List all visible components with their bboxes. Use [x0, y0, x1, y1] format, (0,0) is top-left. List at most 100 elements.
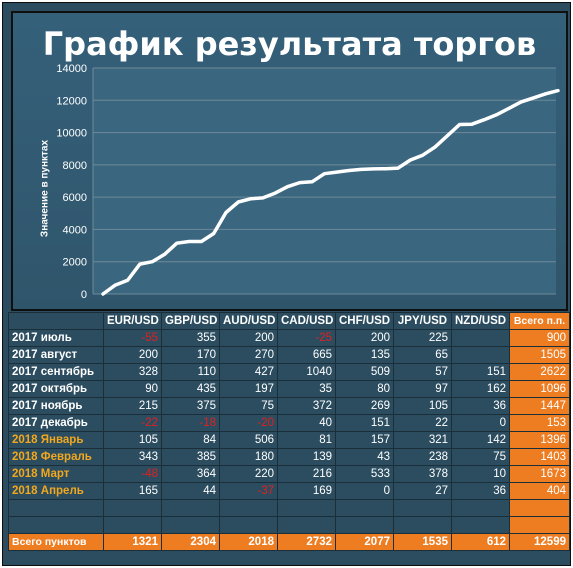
empty-cell [393, 516, 452, 534]
value-cell: 81 [277, 431, 336, 449]
value-cell: -18 [161, 414, 220, 432]
value-cell: 355 [161, 329, 220, 347]
value-cell: -20 [219, 414, 278, 432]
value-cell: 364 [161, 465, 220, 483]
row-total-cell: 1403 [509, 448, 570, 466]
value-cell: 10 [451, 465, 510, 483]
table-row: 2017 ноябрь 215 375 75 372 269 105 36 1447 [8, 397, 570, 415]
column-header: CHF/USD [335, 312, 394, 330]
value-cell: 44 [161, 482, 220, 500]
y-tick-label: 12000 [56, 95, 87, 107]
y-tick-label: 8000 [63, 160, 87, 172]
row-label: 2018 Январь [8, 431, 104, 449]
empty-cell [335, 516, 394, 534]
results-table: EUR/USD GBP/USD AUD/USD CAD/USD CHF/USD JPY/U… [8, 312, 570, 551]
value-cell: 180 [219, 448, 278, 466]
value-cell: 506 [219, 431, 278, 449]
total-cell: 1535 [393, 533, 452, 551]
column-header: JPY/USD [393, 312, 452, 330]
value-cell: 197 [219, 380, 278, 398]
value-cell: 200 [103, 346, 162, 364]
empty-cell [451, 499, 510, 517]
row-total-cell: 1096 [509, 380, 570, 398]
value-cell: 225 [393, 329, 452, 347]
value-cell: 1040 [277, 363, 336, 381]
value-cell: 328 [103, 363, 162, 381]
empty-cell [335, 499, 394, 517]
value-cell: 215 [103, 397, 162, 415]
series-line [101, 88, 560, 296]
y-tick-label: 10000 [56, 128, 87, 140]
table-row: 2018 Апрель 165 44 -37 169 0 27 36 404 [8, 482, 570, 500]
value-cell: 35 [277, 380, 336, 398]
empty-cell [219, 516, 278, 534]
value-cell: 36 [451, 397, 510, 415]
value-cell: 105 [103, 431, 162, 449]
value-cell: 170 [161, 346, 220, 364]
table-row: 2017 октябрь 90 435 197 35 80 97 162 1096 [8, 380, 570, 398]
value-cell: 36 [451, 482, 510, 500]
value-cell: 321 [393, 431, 452, 449]
table-row: 2017 сентябрь 328 110 427 1040 509 57 151 2622 [8, 363, 570, 381]
row-label: 2017 ноябрь [8, 397, 104, 415]
empty-row [8, 499, 570, 517]
results-table-wrap: EUR/USD GBP/USD AUD/USD CAD/USD CHF/USD JPY/U… [8, 312, 570, 551]
value-cell: 0 [451, 414, 510, 432]
column-header: GBP/USD [161, 312, 220, 330]
value-cell: 43 [335, 448, 394, 466]
column-header: Всего п.п. [509, 312, 570, 330]
value-cell: 162 [451, 380, 510, 398]
plot-area [93, 68, 556, 294]
value-cell: 22 [393, 414, 452, 432]
value-cell: 110 [161, 363, 220, 381]
value-cell: 135 [335, 346, 394, 364]
value-cell: 509 [335, 363, 394, 381]
total-cell: 2018 [219, 533, 278, 551]
row-label: 2018 Март [8, 465, 104, 483]
line-chart: 0 2000 4000 6000 8000 10000 12000 14000 [56, 63, 560, 301]
column-header: NZD/USD [451, 312, 510, 330]
column-header: AUD/USD [219, 312, 278, 330]
value-cell: 0 [335, 482, 394, 500]
value-cell: 200 [219, 329, 278, 347]
column-header: EUR/USD [103, 312, 162, 330]
total-cell: 2077 [335, 533, 394, 551]
row-label: 2017 октябрь [8, 380, 104, 398]
value-cell: 435 [161, 380, 220, 398]
value-cell: 665 [277, 346, 336, 364]
empty-cell [509, 499, 570, 517]
value-cell: 200 [335, 329, 394, 347]
y-axis-label: Значение в пунктах [39, 139, 51, 238]
row-label: 2017 август [8, 346, 104, 364]
value-cell: 343 [103, 448, 162, 466]
value-cell [451, 329, 510, 347]
row-total-cell: 1396 [509, 431, 570, 449]
empty-cell [161, 499, 220, 517]
empty-cell [161, 516, 220, 534]
row-total-cell: 1673 [509, 465, 570, 483]
table-row: 2017 июль -55 355 200 -25 200 225 900 [8, 329, 570, 347]
value-cell: 40 [277, 414, 336, 432]
table-row: 2018 Март -48 364 220 216 533 378 10 1673 [8, 465, 570, 483]
value-cell: -22 [103, 414, 162, 432]
value-cell: 142 [451, 431, 510, 449]
empty-row [8, 516, 570, 534]
value-cell: 533 [335, 465, 394, 483]
value-cell: 372 [277, 397, 336, 415]
column-header: CAD/USD [277, 312, 336, 330]
y-tick-label: 0 [81, 289, 87, 301]
total-cell: 12599 [509, 533, 570, 551]
value-cell: 157 [335, 431, 394, 449]
empty-cell [451, 516, 510, 534]
empty-cell [103, 516, 162, 534]
value-cell: 165 [103, 482, 162, 500]
value-cell: -48 [103, 465, 162, 483]
value-cell: 90 [103, 380, 162, 398]
value-cell: -25 [277, 329, 336, 347]
row-label: 2018 Апрель [8, 482, 104, 500]
value-cell: -55 [103, 329, 162, 347]
empty-cell [393, 499, 452, 517]
value-cell [451, 346, 510, 364]
total-row: Всего пунктов 1321 2304 2018 2732 2077 1535 612… [8, 533, 570, 551]
